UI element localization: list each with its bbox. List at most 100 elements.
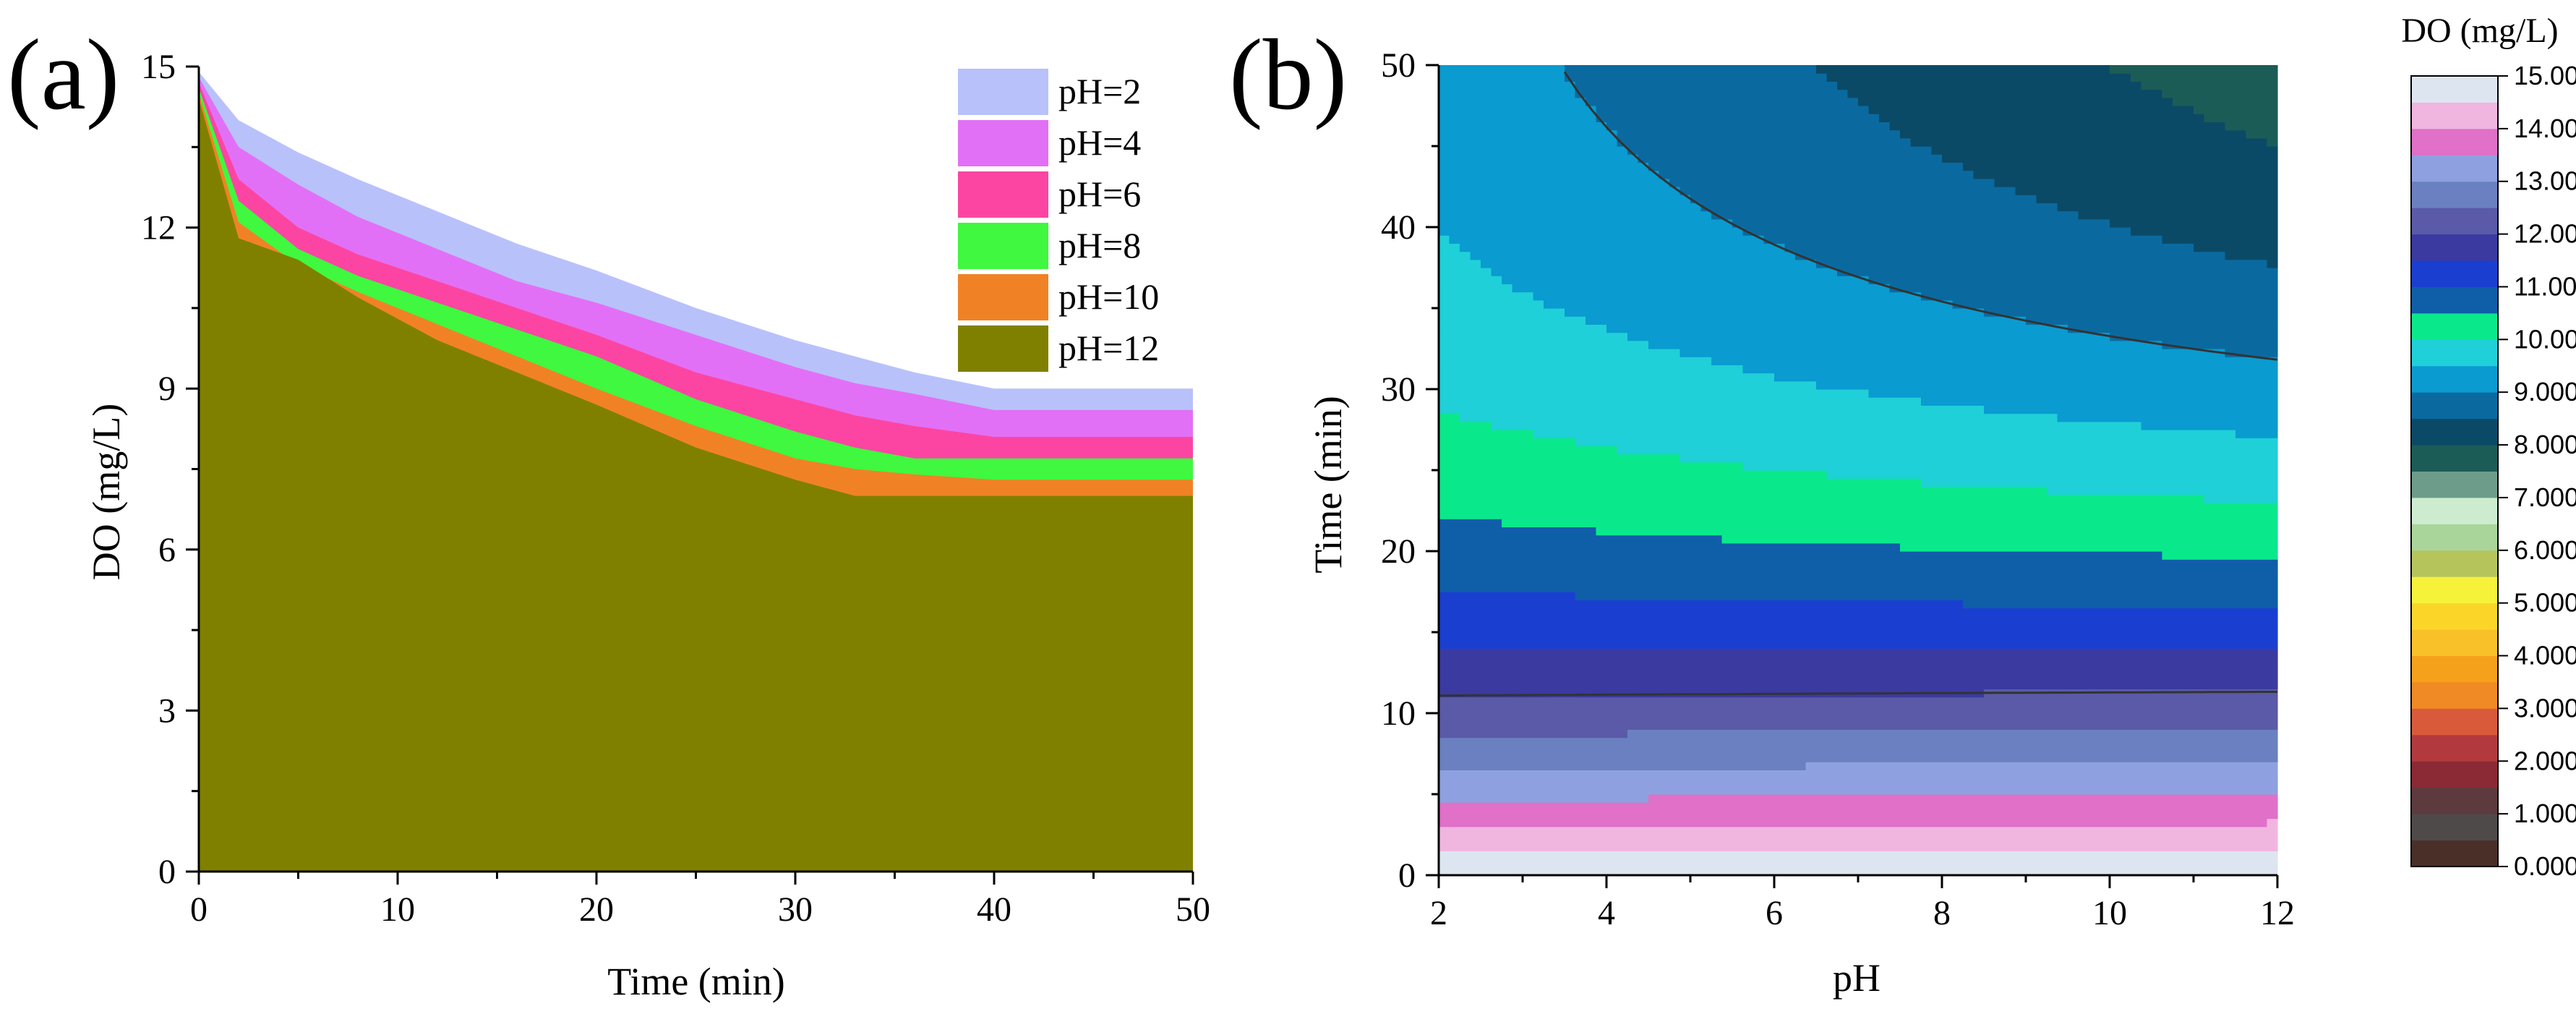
- contour-cell: [1931, 284, 1943, 293]
- contour-cell: [1596, 721, 1607, 730]
- contour-cell: [1586, 316, 1597, 325]
- contour-cell: [1690, 203, 1702, 212]
- contour-cell: [1439, 372, 1450, 382]
- contour-cell: [1679, 608, 1691, 617]
- contour-cell: [1942, 73, 1954, 82]
- contour-cell: [1795, 664, 1807, 673]
- contour-cell: [1690, 129, 1702, 139]
- contour-cell: [1900, 162, 1912, 171]
- contour-cell: [1627, 178, 1639, 187]
- contour-cell: [1449, 243, 1460, 252]
- contour-cell: [1575, 511, 1586, 519]
- contour-cell: [1617, 65, 1628, 74]
- contour-cell: [1502, 494, 1513, 503]
- contour-cell: [1638, 162, 1649, 171]
- contour-cell: [1659, 640, 1670, 649]
- contour-cell: [1816, 405, 1828, 414]
- contour-cell: [1690, 754, 1702, 762]
- contour-cell: [1502, 122, 1513, 131]
- contour-cell: [1931, 656, 1943, 665]
- contour-cell: [1460, 413, 1471, 422]
- contour-cell: [1512, 511, 1523, 519]
- contour-cell: [1753, 770, 1765, 779]
- contour-cell: [1491, 438, 1502, 446]
- contour-cell: [1837, 778, 1849, 787]
- contour-cell: [1439, 162, 1450, 171]
- contour-cell: [1627, 754, 1639, 762]
- contour-cell: [1512, 129, 1523, 139]
- contour-cell: [1481, 470, 1492, 479]
- contour-cell: [1565, 178, 1576, 187]
- contour-cell: [1868, 332, 1880, 341]
- contour-cell: [1921, 65, 1933, 74]
- contour-cell: [1805, 389, 1817, 398]
- contour-cell: [1721, 616, 1733, 625]
- contour-cell: [1690, 648, 1702, 657]
- contour-cell: [1502, 648, 1513, 657]
- contour-cell: [1460, 721, 1471, 730]
- contour-cell: [1648, 308, 1660, 317]
- contour-cell: [1627, 737, 1639, 746]
- contour-cell: [1837, 97, 1849, 106]
- contour-cell: [1617, 446, 1628, 455]
- contour-cell: [1512, 470, 1523, 479]
- contour-cell: [1565, 365, 1576, 374]
- contour-cell: [1512, 778, 1523, 787]
- contour-cell: [1648, 210, 1660, 220]
- contour-cell: [1627, 243, 1639, 252]
- contour-cell: [1910, 478, 1922, 487]
- contour-cell: [1700, 454, 1712, 463]
- contour-cell: [1606, 737, 1618, 746]
- contour-cell: [1847, 843, 1859, 851]
- contour-cell: [1805, 632, 1817, 641]
- contour-cell: [1700, 697, 1712, 706]
- contour-cell: [1638, 218, 1649, 228]
- contour-cell: [1795, 73, 1807, 82]
- contour-cell: [1575, 251, 1586, 260]
- contour-cell: [1732, 843, 1744, 851]
- contour-cell: [1533, 616, 1544, 625]
- contour-cell: [1617, 632, 1628, 641]
- contour-cell: [1669, 129, 1681, 139]
- contour-cell: [1774, 146, 1786, 155]
- contour-cell: [1774, 365, 1786, 374]
- contour-cell: [1491, 413, 1502, 422]
- contour-cell: [1512, 324, 1523, 333]
- contour-cell: [1533, 478, 1544, 487]
- contour-cell: [1816, 697, 1828, 706]
- contour-cell: [1721, 770, 1733, 779]
- contour-cell: [1470, 559, 1481, 568]
- contour-cell: [1931, 721, 1943, 730]
- contour-cell: [1481, 478, 1492, 487]
- contour-cell: [1805, 97, 1817, 106]
- contour-cell: [1711, 632, 1723, 641]
- contour-cell: [1879, 114, 1891, 122]
- contour-cell: [1784, 291, 1796, 301]
- contour-cell: [1795, 826, 1807, 835]
- contour-cell: [1669, 357, 1681, 365]
- contour-cell: [1502, 195, 1513, 203]
- contour-cell: [1627, 551, 1639, 560]
- contour-cell: [1617, 542, 1628, 552]
- contour-cell: [1439, 284, 1450, 293]
- contour-cell: [1942, 656, 1954, 665]
- contour-cell: [1753, 372, 1765, 382]
- contour-cell: [1690, 316, 1702, 325]
- contour-cell: [1900, 340, 1912, 349]
- contour-cell: [1690, 73, 1702, 82]
- contour-cell: [1638, 778, 1649, 787]
- contour-cell: [1900, 405, 1912, 414]
- contour-cell: [1502, 397, 1513, 406]
- contour-cell: [1512, 867, 1523, 876]
- contour-cell: [1721, 365, 1733, 374]
- contour-cell: [1889, 357, 1901, 365]
- contour-cell: [1763, 284, 1775, 293]
- contour-cell: [1742, 137, 1754, 147]
- contour-cell: [1942, 567, 1954, 576]
- contour-cell: [1742, 324, 1754, 333]
- contour-cell: [1784, 218, 1796, 228]
- contour-cell: [1586, 527, 1597, 536]
- contour-cell: [1565, 721, 1576, 730]
- contour-cell: [1669, 567, 1681, 576]
- contour-cell: [1816, 470, 1828, 479]
